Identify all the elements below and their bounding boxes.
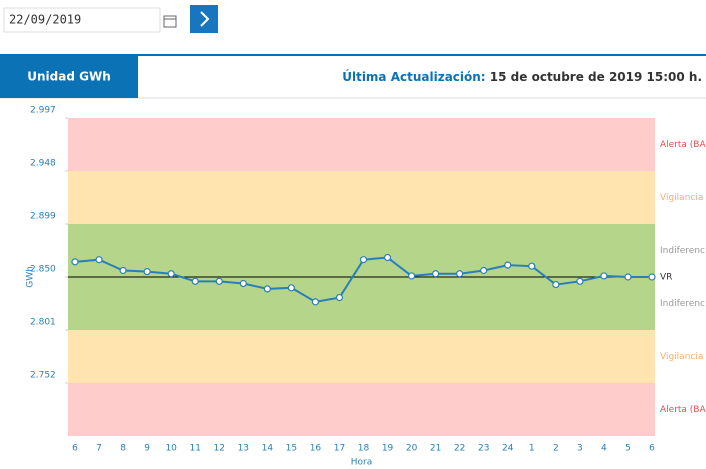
x-tick-label: 24 (502, 444, 514, 454)
x-tick-label: 9 (144, 444, 150, 454)
point (528, 262, 536, 270)
x-tick-label: 18 (358, 444, 370, 454)
y-tick-label: 2.948 (30, 159, 56, 169)
calendar-icon[interactable] (163, 15, 177, 28)
point (552, 280, 560, 289)
point (359, 256, 368, 264)
point (335, 293, 344, 302)
y-axis-label: GWh (26, 266, 36, 288)
x-tick-label: 1 (529, 444, 535, 454)
point (167, 270, 175, 278)
x-tick-label: 17 (334, 444, 345, 454)
unit-tab[interactable] (0, 55, 138, 98)
point (576, 277, 584, 285)
x-tick-label: 20 (406, 444, 418, 454)
x-tick-label: 11 (189, 444, 200, 454)
band (68, 330, 655, 383)
band-label: Indiferenc (660, 246, 705, 256)
x-tick-label: 2 (553, 444, 559, 454)
point (95, 256, 103, 264)
band (68, 118, 655, 171)
band-label: Alerta (BA (660, 140, 706, 150)
point (143, 267, 151, 276)
band-label: Indiferenc (660, 299, 705, 309)
x-tick-label: 14 (262, 444, 274, 454)
x-tick-label: 10 (165, 444, 177, 454)
x-tick-label: 15 (286, 444, 297, 454)
point (480, 266, 488, 275)
date-value: 22/09/2019 (9, 13, 81, 27)
y-tick-label: 2.801 (30, 318, 56, 328)
x-tick-label: 4 (601, 444, 607, 454)
band (68, 383, 655, 436)
x-tick-label: 5 (625, 444, 631, 454)
point (71, 258, 79, 266)
point (311, 298, 320, 306)
x-tick-label: 16 (310, 444, 322, 454)
x-tick-label: 23 (478, 444, 489, 454)
point (432, 270, 440, 278)
y-tick-label: 2.850 (30, 265, 56, 275)
band-label: Vigilancia (660, 193, 703, 203)
x-tick-label: 21 (430, 444, 441, 454)
band-label: Vigilancia (660, 352, 703, 362)
x-tick-label: 13 (238, 444, 249, 454)
x-tick-label: 6 (649, 444, 655, 454)
go-button[interactable] (190, 5, 218, 33)
point (383, 253, 392, 262)
y-tick-label: 2.899 (30, 212, 56, 222)
band (68, 171, 655, 224)
point (600, 272, 608, 280)
x-axis-label: Hora (351, 458, 373, 468)
point (407, 272, 416, 280)
point (215, 277, 223, 285)
point (191, 277, 199, 285)
band (68, 224, 655, 277)
unit-tab-label: Unidad GWh (27, 70, 110, 84)
reference-label: VR (660, 273, 672, 283)
x-tick-label: 6 (72, 444, 78, 454)
point (239, 279, 247, 288)
x-tick-label: 22 (454, 444, 465, 454)
x-tick-label: 7 (96, 444, 102, 454)
point (287, 284, 295, 292)
point (119, 266, 127, 275)
point (624, 273, 632, 281)
point (648, 273, 656, 281)
update-text: Última Actualización: 15 de octubre de 2… (342, 69, 702, 84)
y-tick-label: 2.752 (30, 371, 56, 381)
x-tick-label: 3 (577, 444, 583, 454)
point (456, 270, 464, 278)
x-tick-label: 12 (214, 444, 225, 454)
update-value: 15 de octubre de 2019 15:00 h. (490, 70, 702, 84)
date-field[interactable] (3, 7, 161, 33)
x-tick-label: 19 (382, 444, 394, 454)
band-label: Alerta (BA (660, 405, 706, 415)
x-tick-label: 8 (120, 444, 126, 454)
band (68, 277, 655, 330)
point (263, 285, 271, 293)
y-tick-label: 2.997 (30, 106, 56, 116)
update-label: Última Actualización: (342, 69, 485, 84)
point (504, 261, 512, 269)
arrow-icon (200, 11, 210, 27)
